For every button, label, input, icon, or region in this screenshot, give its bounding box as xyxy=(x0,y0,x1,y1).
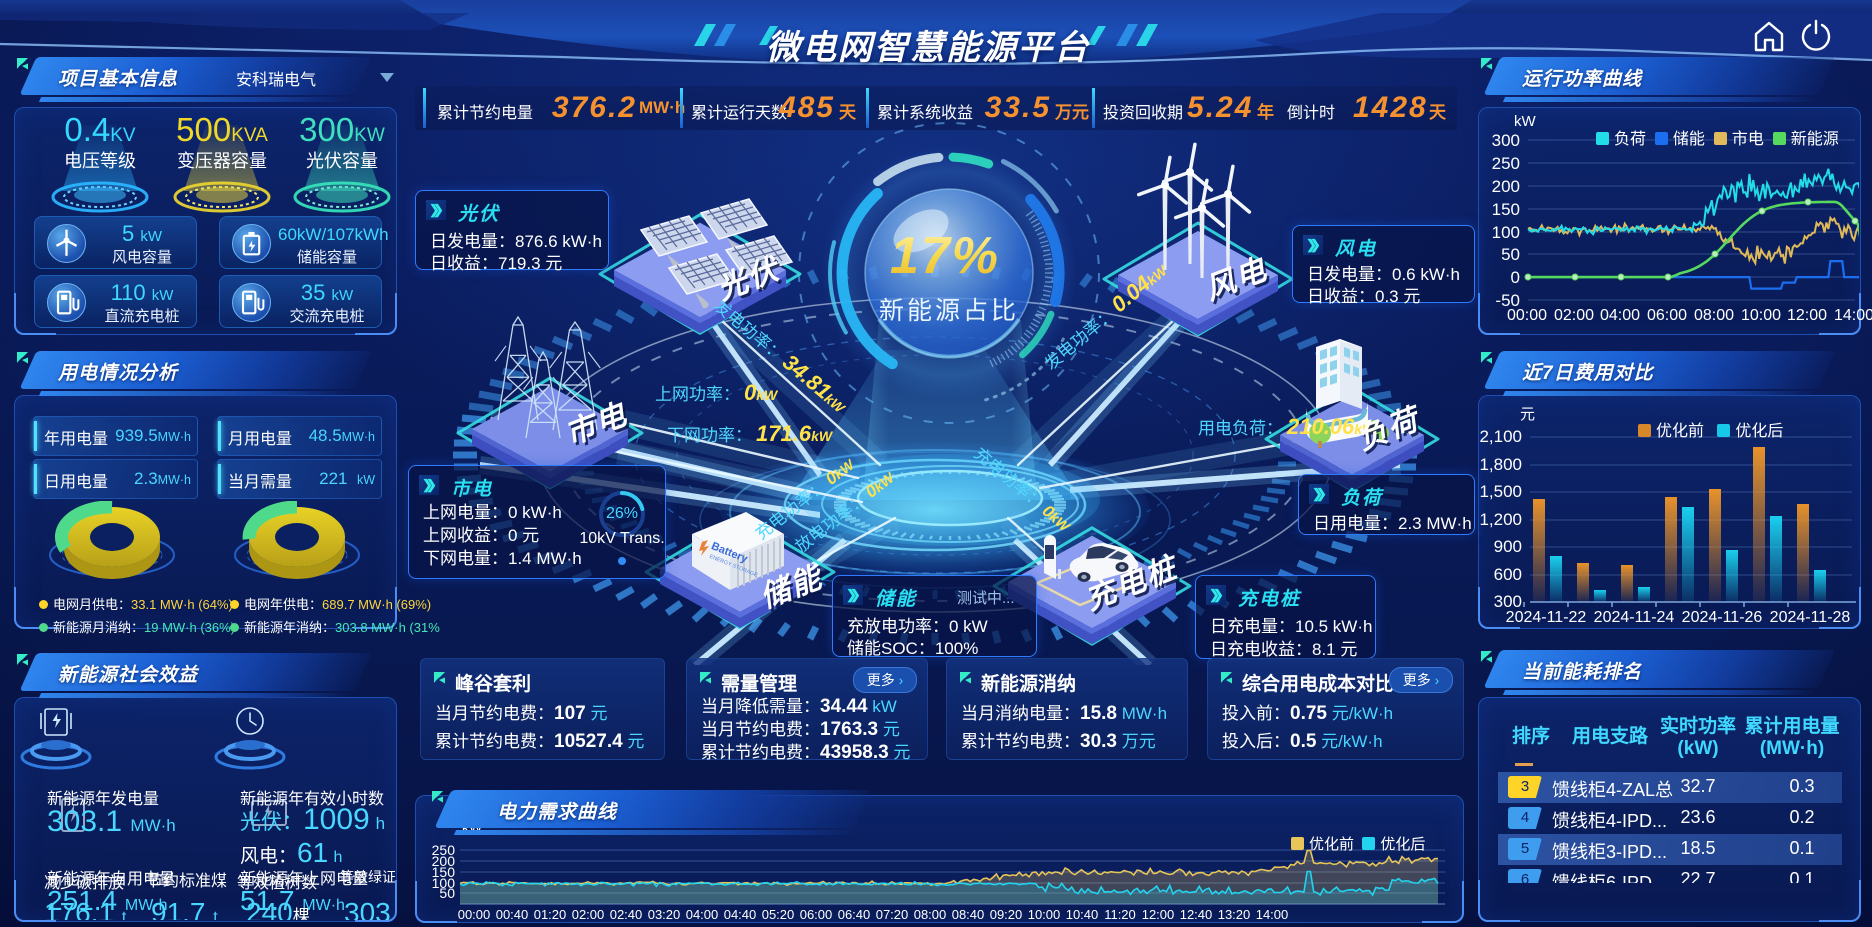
svg-text:上网功率：: 上网功率： xyxy=(655,385,740,404)
svg-text:新能源占比: 新能源占比 xyxy=(879,297,1019,325)
svg-text:下网功率：: 下网功率： xyxy=(667,426,752,445)
svg-text:用电负荷：: 用电负荷： xyxy=(1198,419,1283,438)
svg-text:171.6kW: 171.6kW xyxy=(756,421,834,446)
svg-text:17%: 17% xyxy=(890,227,1000,285)
